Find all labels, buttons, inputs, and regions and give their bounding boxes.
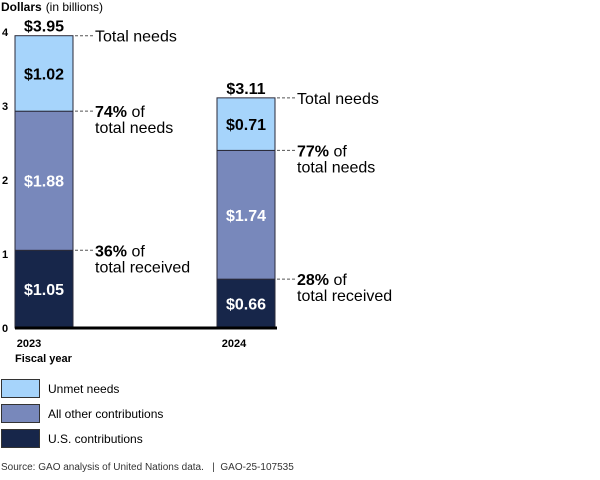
- bar-segment-unmet-2023: [14, 35, 74, 112]
- y-tick-label: 1: [2, 249, 8, 261]
- bar-segment-us-2023: [14, 249, 74, 329]
- y-axis-title: Dollars (in billions): [1, 0, 103, 14]
- data-label-unmet: $0.71: [226, 117, 266, 134]
- y-axis-label: Dollars: [1, 0, 42, 14]
- source-note: Source: GAO analysis of United Nations d…: [1, 462, 294, 473]
- x-ticks: 2023 2024: [17, 338, 247, 350]
- data-label-us: $0.66: [226, 297, 266, 314]
- x-tick-label: 2024: [222, 338, 247, 350]
- legend-swatch-unmet: [1, 379, 40, 398]
- annotation-received: 77% of: [297, 143, 347, 160]
- bars: $1.05 $1.88 $1.02 $3.95 $0.66 $1.74 $0.71 $3.11: [14, 19, 276, 329]
- x-axis-label: Fiscal year: [15, 353, 73, 365]
- legend-item-us: U.S. contributions: [1, 426, 163, 451]
- legend-label: Unmet needs: [48, 381, 120, 396]
- legend-swatch-other: [1, 404, 40, 423]
- y-tick-label: 4: [2, 27, 9, 39]
- x-tick-label: 2023: [17, 338, 41, 350]
- annotation-received: 74% of: [95, 104, 145, 121]
- legend-label: All other contributions: [48, 406, 164, 421]
- bar-segment-us-2024: [216, 278, 276, 329]
- y-axis-unit: (in billions): [46, 0, 103, 14]
- annotation-percent: 74%: [95, 104, 127, 121]
- bar-segment-other-2023: [14, 110, 74, 251]
- annotation-text: of: [329, 272, 347, 289]
- annotation-text: Total needs: [297, 91, 379, 108]
- annotation-total: Total needs: [297, 91, 379, 108]
- legend-label: U.S. contributions: [48, 431, 143, 446]
- annotation-us-line2: total received: [95, 259, 190, 276]
- bar-segment-other-2024: [216, 149, 276, 280]
- annotation-us-line2: total received: [297, 288, 392, 305]
- legend: Unmet needs All other contributions U.S.…: [1, 376, 163, 451]
- bar-segment-unmet-2024: [216, 97, 276, 151]
- annotation-percent: 77%: [297, 143, 329, 160]
- annotation-text: of: [127, 104, 145, 121]
- legend-item-unmet: Unmet needs: [1, 376, 163, 401]
- y-tick-label: 3: [2, 101, 8, 113]
- y-tick-label: 2: [2, 175, 8, 187]
- total-label: $3.11: [226, 81, 265, 98]
- annotation-received-line2: total needs: [297, 159, 375, 176]
- annotation-us: 28% of: [297, 272, 347, 289]
- legend-swatch-us: [1, 429, 40, 448]
- data-label-other: $1.74: [226, 208, 266, 225]
- annotation-percent: 36%: [95, 243, 127, 260]
- annotation-text: Total needs: [95, 29, 177, 46]
- legend-item-other: All other contributions: [1, 401, 163, 426]
- annotation-us: 36% of: [95, 243, 145, 260]
- y-ticks: 0 1 2 3 4: [2, 27, 9, 335]
- data-label-other: $1.88: [24, 174, 64, 191]
- annotation-received-line2: total needs: [95, 120, 173, 137]
- annotation-text: of: [329, 143, 347, 160]
- data-label-unmet: $1.02: [24, 66, 64, 83]
- data-label-us: $1.05: [24, 282, 64, 299]
- annotation-text: of: [127, 243, 145, 260]
- annotation-total: Total needs: [95, 29, 177, 46]
- y-tick-label: 0: [2, 323, 8, 335]
- total-label: $3.95: [24, 19, 64, 36]
- annotation-percent: 28%: [297, 272, 329, 289]
